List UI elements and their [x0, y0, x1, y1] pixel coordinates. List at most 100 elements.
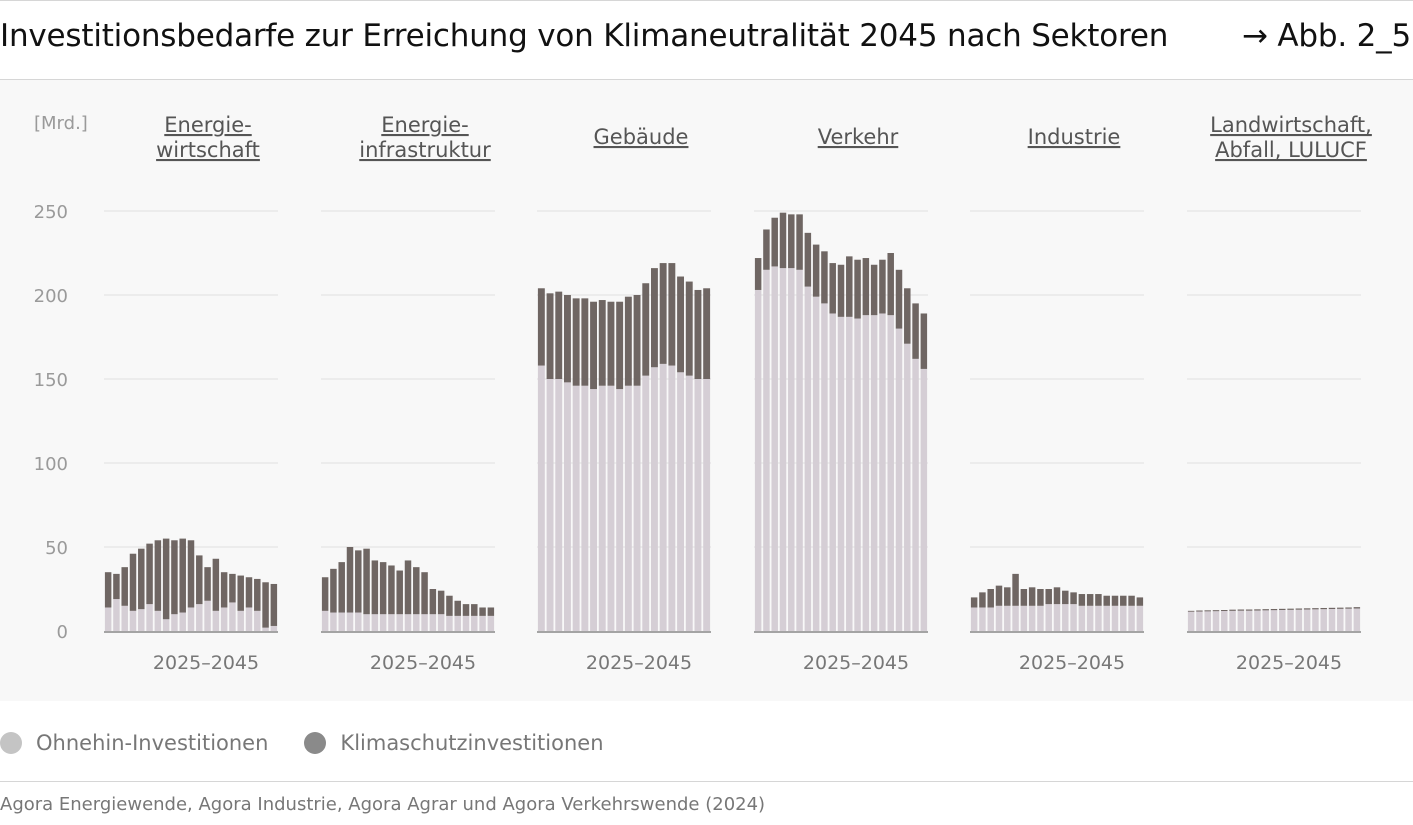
bar-ohnehin: [413, 614, 420, 631]
bar-klima: [970, 597, 978, 608]
bar-ohnehin: [581, 385, 589, 631]
panel-title-line: Abfall, LULUCF: [1215, 138, 1367, 162]
bar-ohnehin: [659, 363, 667, 631]
bar-ohnehin: [590, 389, 597, 631]
bar-ohnehin: [212, 610, 220, 631]
bar-ohnehin: [987, 607, 994, 631]
bar-ohnehin: [1136, 605, 1144, 631]
bar-klima: [388, 565, 395, 615]
bar-ohnehin: [1128, 605, 1135, 631]
legend: Ohnehin-Investitionen Klimaschutzinvesti…: [0, 729, 640, 757]
bar-ohnehin: [462, 615, 470, 631]
bar-klima: [854, 259, 861, 319]
bar-ohnehin: [204, 600, 211, 631]
bar-ohnehin: [1212, 611, 1220, 631]
y-tick-label: 150: [34, 370, 68, 391]
bar-klima: [1196, 610, 1203, 612]
bar-ohnehin: [829, 313, 836, 631]
bar-ohnehin: [668, 365, 676, 631]
bar-klima: [771, 217, 778, 267]
bar-klima: [703, 288, 711, 379]
y-tick-label: 250: [34, 202, 68, 223]
bar-ohnehin: [854, 318, 861, 631]
bar-ohnehin: [1062, 604, 1069, 631]
bar-ohnehin: [1053, 604, 1061, 631]
bar-ohnehin: [220, 607, 228, 631]
bar-ohnehin: [421, 614, 428, 631]
panel-title-line: Landwirtschaft,: [1210, 113, 1372, 137]
bar-klima: [607, 301, 615, 386]
bar-ohnehin: [1120, 605, 1127, 631]
bar-klima: [254, 578, 261, 611]
bar-klima: [546, 293, 554, 379]
bar-klima: [104, 572, 112, 608]
bar-ohnehin: [1004, 605, 1011, 631]
bar-klima: [685, 281, 693, 376]
bar-klima: [1053, 587, 1061, 605]
bar-ohnehin: [779, 268, 787, 631]
bar-ohnehin: [1086, 605, 1094, 631]
bar-ohnehin: [1045, 604, 1052, 631]
bar-klima: [1012, 573, 1019, 606]
bar-klima: [1111, 595, 1119, 606]
x-axis-label: 2025–2045: [1236, 652, 1342, 674]
bar-klima: [454, 600, 461, 616]
panel-title-line: Industrie: [1028, 125, 1121, 149]
bar-klima: [212, 558, 220, 611]
bar-ohnehin: [763, 269, 770, 631]
bar-ohnehin: [1070, 604, 1077, 631]
legend-label-ohnehin: Ohnehin-Investitionen: [36, 731, 269, 755]
panel-title-line: Energie-: [381, 113, 468, 137]
legend-swatch-ohnehin: [0, 732, 22, 754]
bar-ohnehin: [355, 612, 362, 631]
bar-klima: [572, 298, 580, 386]
legend-swatch-klima: [304, 732, 327, 754]
bar-ohnehin: [1262, 610, 1269, 631]
bar-klima: [633, 295, 641, 386]
bar-klima: [1262, 609, 1269, 611]
bar-ohnehin: [179, 612, 186, 631]
bar-ohnehin: [270, 625, 278, 631]
bar-klima: [196, 555, 203, 605]
bar-ohnehin: [104, 607, 112, 631]
bar-ohnehin: [1345, 608, 1352, 631]
bar-klima: [624, 296, 632, 386]
bar-klima: [763, 229, 770, 270]
bar-klima: [1245, 609, 1253, 611]
bar-klima: [446, 595, 453, 616]
panel-title-line: Verkehr: [818, 125, 899, 149]
bar-ohnehin: [379, 614, 387, 631]
bar-klima: [804, 232, 812, 287]
bar-klima: [471, 604, 478, 616]
bar-ohnehin: [1312, 609, 1319, 631]
bar-ohnehin: [979, 607, 986, 631]
bar-klima: [598, 300, 606, 386]
bar-ohnehin: [607, 385, 615, 631]
top-rule: [0, 0, 1413, 1]
bar-klima: [1187, 610, 1195, 612]
bar-ohnehin: [1287, 609, 1294, 631]
bar-klima: [121, 567, 128, 606]
bar-ohnehin: [651, 367, 658, 631]
bar-klima: [113, 573, 120, 600]
bar-ohnehin: [1028, 605, 1036, 631]
bar-klima: [879, 259, 886, 314]
bar-ohnehin: [677, 372, 684, 631]
bar-ohnehin: [1245, 610, 1253, 631]
bar-klima: [564, 295, 571, 383]
bar-ohnehin: [821, 303, 828, 631]
bar-ohnehin: [1187, 611, 1195, 631]
bar-ohnehin: [1353, 608, 1361, 631]
bar-klima: [1237, 609, 1245, 611]
bar-klima: [779, 212, 787, 269]
bar-ohnehin: [479, 615, 486, 631]
bar-klima: [987, 589, 994, 608]
bar-klima: [1229, 609, 1236, 611]
bar-ohnehin: [187, 607, 195, 631]
bar-klima: [1328, 607, 1336, 609]
bar-ohnehin: [1221, 611, 1228, 631]
bar-klima: [846, 256, 853, 317]
bar-klima: [887, 253, 894, 316]
bar-klima: [1279, 608, 1286, 610]
bar-ohnehin: [262, 627, 269, 631]
